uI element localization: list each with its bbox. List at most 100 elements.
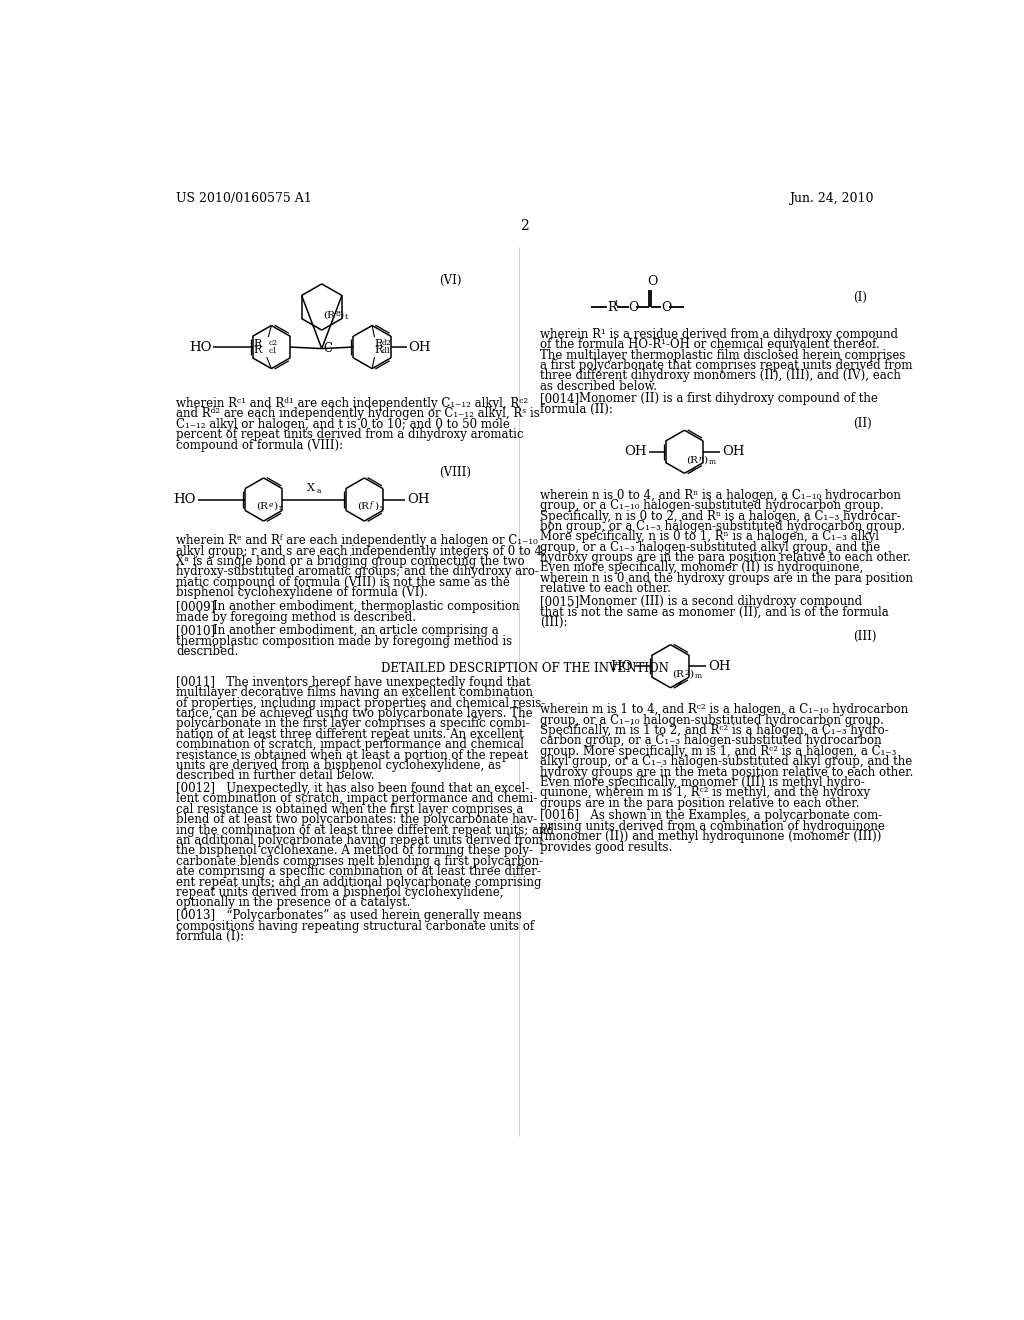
Text: (monomer (II)) and methyl hydroquinone (monomer (III)): (monomer (II)) and methyl hydroquinone (… — [541, 830, 882, 843]
Text: formula (II):: formula (II): — [541, 403, 613, 416]
Text: made by foregoing method is described.: made by foregoing method is described. — [176, 611, 416, 624]
Text: wherein m is 1 to 4, and Rᶜ² is a halogen, a C₁₋₁₀ hydrocarbon: wherein m is 1 to 4, and Rᶜ² is a haloge… — [541, 704, 908, 717]
Text: s: s — [380, 504, 384, 512]
Text: [0016]   As shown in the Examples, a polycarbonate com-: [0016] As shown in the Examples, a polyc… — [541, 809, 883, 822]
Text: C₁₋₁₂ alkyl or halogen, and t is 0 to 10; and 0 to 50 mole: C₁₋₁₂ alkyl or halogen, and t is 0 to 10… — [176, 418, 510, 430]
Text: wherein Rᶜ¹ and Rᵈ¹ are each independently C₁₋₁₂ alkyl, Rᶜ²: wherein Rᶜ¹ and Rᵈ¹ are each independent… — [176, 397, 528, 411]
Text: X: X — [307, 483, 314, 494]
Text: [0013]   “Polycarbonates” as used herein generally means: [0013] “Polycarbonates” as used herein g… — [176, 909, 522, 923]
Text: Monomer (II) is a first dihydroxy compound of the: Monomer (II) is a first dihydroxy compou… — [579, 392, 878, 405]
Text: ): ) — [703, 455, 708, 465]
Text: polycarbonate in the first layer comprises a specific combi-: polycarbonate in the first layer compris… — [176, 718, 529, 730]
Text: In another embodiment, an article comprising a: In another embodiment, an article compri… — [213, 624, 499, 638]
Text: group, or a C₁₋₁₀ halogen-substituted hydrocarbon group.: group, or a C₁₋₁₀ halogen-substituted hy… — [541, 499, 884, 512]
Text: prising units derived from a combination of hydroquinone: prising units derived from a combination… — [541, 820, 885, 833]
Text: nation of at least three different repeat units. An excellent: nation of at least three different repea… — [176, 727, 524, 741]
Text: tance, can be achieved using two polycarbonate layers. The: tance, can be achieved using two polycar… — [176, 708, 532, 719]
Text: (VIII): (VIII) — [439, 466, 471, 479]
Text: (III): (III) — [853, 630, 877, 643]
Text: hydroxy groups are in the meta position relative to each other.: hydroxy groups are in the meta position … — [541, 766, 913, 779]
Text: R: R — [607, 301, 616, 314]
Text: ): ) — [375, 502, 379, 511]
Text: of the formula HO-R¹-OH or chemical equivalent thereof.: of the formula HO-R¹-OH or chemical equi… — [541, 338, 880, 351]
Text: 2: 2 — [520, 219, 529, 234]
Text: optionally in the presence of a catalyst.: optionally in the presence of a catalyst… — [176, 896, 411, 909]
Text: relative to each other.: relative to each other. — [541, 582, 671, 595]
Text: d2: d2 — [381, 339, 391, 347]
Text: 2: 2 — [684, 669, 689, 677]
Text: resistance is obtained when at least a portion of the repeat: resistance is obtained when at least a p… — [176, 748, 528, 762]
Text: n: n — [698, 454, 703, 462]
Text: repeat units derived from a bisphenol cyclohexylidene,: repeat units derived from a bisphenol cy… — [176, 886, 504, 899]
Text: of properties, including impact properties and chemical resis-: of properties, including impact properti… — [176, 697, 546, 710]
Text: groups are in the para position relative to each other.: groups are in the para position relative… — [541, 797, 860, 809]
Text: (VI): (VI) — [439, 275, 462, 286]
Text: a: a — [317, 487, 322, 495]
Text: described in further detail below.: described in further detail below. — [176, 770, 375, 783]
Text: ): ) — [340, 310, 344, 319]
Text: as described below.: as described below. — [541, 380, 657, 393]
Text: Monomer (III) is a second dihydroxy compound: Monomer (III) is a second dihydroxy comp… — [579, 595, 862, 609]
Text: provides good results.: provides good results. — [541, 841, 673, 854]
Text: (R: (R — [686, 455, 698, 465]
Text: t: t — [345, 313, 348, 321]
Text: units are derived from a bisphenol cyclohexylidene, as: units are derived from a bisphenol cyclo… — [176, 759, 501, 772]
Text: (II): (II) — [853, 417, 871, 430]
Text: (R: (R — [356, 502, 369, 511]
Text: Even more specifically, monomer (III) is methyl hydro-: Even more specifically, monomer (III) is… — [541, 776, 865, 789]
Text: wherein n is 0 to 4, and Rⁿ is a halogen, a C₁₋₁₀ hydrocarbon: wherein n is 0 to 4, and Rⁿ is a halogen… — [541, 488, 901, 502]
Text: quinone, wherein m is 1, Rᶜ² is methyl, and the hydroxy: quinone, wherein m is 1, Rᶜ² is methyl, … — [541, 787, 870, 800]
Text: [0015]: [0015] — [541, 595, 580, 609]
Text: alkyl group, or a C₁₋₃ halogen-substituted alkyl group, and the: alkyl group, or a C₁₋₃ halogen-substitut… — [541, 755, 912, 768]
Text: blend of at least two polycarbonates: the polycarbonate hav-: blend of at least two polycarbonates: th… — [176, 813, 538, 826]
Text: r: r — [280, 504, 283, 512]
Text: compositions having repeating structural carbonate units of: compositions having repeating structural… — [176, 920, 535, 932]
Text: HO: HO — [610, 660, 633, 673]
Text: HO: HO — [174, 492, 197, 506]
Text: group, or a C₁₋₃ halogen-substituted alkyl group, and the: group, or a C₁₋₃ halogen-substituted alk… — [541, 541, 881, 553]
Text: thermoplastic composition made by foregoing method is: thermoplastic composition made by forego… — [176, 635, 512, 648]
Text: R: R — [375, 339, 383, 350]
Text: c2: c2 — [268, 339, 278, 347]
Text: wherein Rᵉ and Rᶠ are each independently a halogen or C₁₋₁₀: wherein Rᵉ and Rᶠ are each independently… — [176, 535, 538, 548]
Text: d1: d1 — [381, 347, 391, 355]
Text: Jun. 24, 2010: Jun. 24, 2010 — [790, 191, 873, 205]
Text: group, or a C₁₋₁₀ halogen-substituted hydrocarbon group.: group, or a C₁₋₁₀ halogen-substituted hy… — [541, 714, 884, 726]
Text: In another embodiment, thermoplastic composition: In another embodiment, thermoplastic com… — [213, 601, 520, 614]
Text: (R: (R — [672, 669, 684, 678]
Text: carbonate blends comprises melt blending a first polycarbon-: carbonate blends comprises melt blending… — [176, 855, 543, 867]
Text: (R: (R — [324, 310, 335, 319]
Text: m: m — [709, 458, 716, 466]
Text: multilayer decorative films having an excellent combination: multilayer decorative films having an ex… — [176, 686, 534, 700]
Text: [0009]: [0009] — [176, 601, 215, 614]
Text: HO: HO — [189, 341, 212, 354]
Text: f: f — [370, 500, 373, 508]
Text: lent combination of scratch, impact performance and chemi-: lent combination of scratch, impact perf… — [176, 792, 538, 805]
Text: O: O — [629, 301, 639, 314]
Text: The multilayer thermoplastic film disclosed herein comprises: The multilayer thermoplastic film disclo… — [541, 348, 905, 362]
Text: bon group, or a C₁₋₃ halogen-substituted hydrocarbon group.: bon group, or a C₁₋₃ halogen-substituted… — [541, 520, 905, 533]
Text: that is not the same as monomer (II), and is of the formula: that is not the same as monomer (II), an… — [541, 606, 889, 618]
Text: [0010]: [0010] — [176, 624, 215, 638]
Text: ate comprising a specific combination of at least three differ-: ate comprising a specific combination of… — [176, 866, 541, 878]
Text: OH: OH — [624, 445, 646, 458]
Text: formula (I):: formula (I): — [176, 929, 244, 942]
Text: ing the combination of at least three different repeat units; and: ing the combination of at least three di… — [176, 824, 554, 837]
Text: compound of formula (VIII):: compound of formula (VIII): — [176, 438, 343, 451]
Text: three different dihydroxy monomers (II), (III), and (IV), each: three different dihydroxy monomers (II),… — [541, 370, 901, 383]
Text: m: m — [694, 672, 701, 680]
Text: C: C — [324, 342, 333, 355]
Text: More specifically, n is 0 to 1, Rⁿ is a halogen, a C₁₋₃ alkyl: More specifically, n is 0 to 1, Rⁿ is a … — [541, 531, 880, 544]
Text: Specifically, m is 1 to 2, and Rᶜ² is a halogen, a C₁₋₃ hydro-: Specifically, m is 1 to 2, and Rᶜ² is a … — [541, 723, 889, 737]
Text: 1: 1 — [614, 300, 620, 308]
Text: (R: (R — [256, 502, 267, 511]
Text: (III):: (III): — [541, 615, 567, 628]
Text: [0012]   Unexpectedly, it has also been found that an excel-: [0012] Unexpectedly, it has also been fo… — [176, 781, 529, 795]
Text: hydroxy-substituted aromatic groups; and the dihydroxy aro-: hydroxy-substituted aromatic groups; and… — [176, 565, 539, 578]
Text: O: O — [662, 301, 672, 314]
Text: OH: OH — [409, 341, 431, 354]
Text: an additional polycarbonate having repeat units derived from: an additional polycarbonate having repea… — [176, 834, 543, 847]
Text: US 2010/0160575 A1: US 2010/0160575 A1 — [176, 191, 311, 205]
Text: cal resistance is obtained when the first layer comprises a: cal resistance is obtained when the firs… — [176, 803, 523, 816]
Text: O: O — [647, 275, 657, 288]
